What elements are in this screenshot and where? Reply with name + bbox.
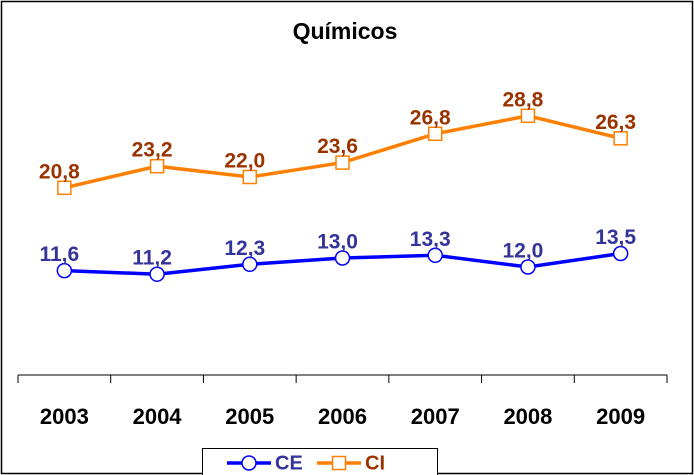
data-label: 12,3 (224, 237, 265, 260)
marker (149, 158, 165, 174)
marker (242, 256, 258, 273)
marker (56, 262, 73, 279)
data-label: 20,8 (39, 160, 80, 183)
legend-marker (331, 455, 347, 471)
chart-title: Químicos (293, 18, 398, 44)
legend-marker (241, 455, 257, 471)
data-label: 12,0 (502, 240, 543, 263)
x-tick-label: 2008 (503, 404, 552, 429)
data-label: 11,2 (132, 247, 172, 270)
data-label: 23,6 (317, 135, 358, 158)
legend: CE CI (202, 448, 438, 475)
x-tick-label: 2009 (596, 404, 645, 429)
marker (242, 169, 258, 185)
marker (335, 155, 350, 170)
x-tick-label: 2006 (318, 404, 367, 429)
marker (520, 259, 536, 275)
data-label: 23,2 (132, 139, 173, 162)
marker (57, 180, 72, 196)
x-tick-label: 2003 (40, 404, 89, 429)
legend-label: CE (275, 452, 303, 474)
x-tick-label: 2004 (133, 404, 183, 429)
marker (520, 108, 536, 124)
marker (613, 131, 628, 146)
data-label: 13,3 (410, 228, 451, 251)
data-label: 22,0 (224, 150, 265, 173)
marker (612, 245, 629, 262)
data-label: 11,6 (39, 243, 79, 266)
marker (427, 126, 443, 142)
x-tick-label: 2005 (225, 404, 274, 429)
x-tick-label: 2007 (411, 404, 460, 429)
data-label: 13,5 (595, 226, 636, 249)
data-label: 26,8 (410, 106, 451, 129)
data-label: 28,8 (502, 88, 543, 111)
legend-label: CI (365, 452, 385, 474)
data-label: 13,0 (317, 231, 358, 254)
marker (427, 247, 443, 264)
data-label: 26,3 (595, 111, 636, 134)
marker (149, 266, 165, 282)
marker (334, 250, 351, 266)
